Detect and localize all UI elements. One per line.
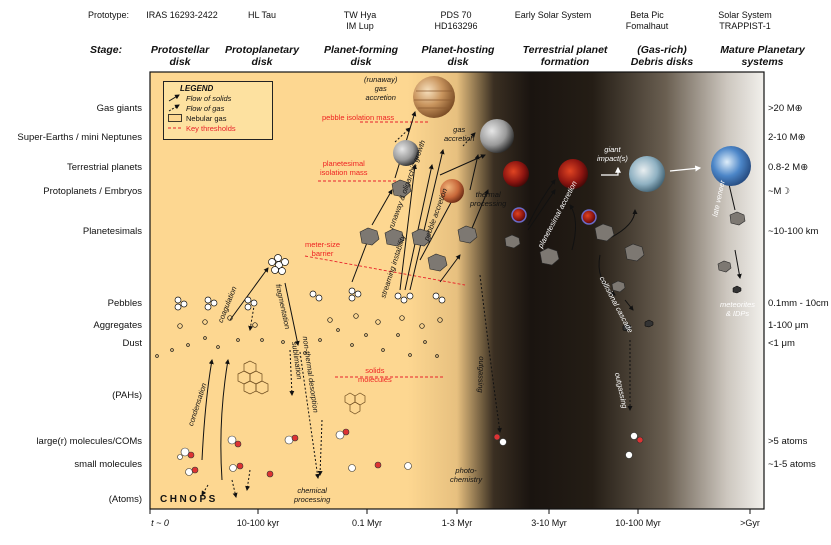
y-label-aggregates: Aggregates	[93, 320, 142, 331]
y-label-dust: Dust	[122, 338, 142, 349]
mini-neptune-planet	[480, 119, 514, 153]
stage-planet-forming: Planet-forming disk	[323, 44, 399, 68]
time-label-5: 10-100 Myr	[615, 518, 661, 528]
y-label-pebbles: Pebbles	[107, 298, 142, 309]
right-label-protoplanets: ~M☽	[768, 186, 790, 197]
molecules	[177, 428, 644, 478]
prototype-terrestrial: Early Solar System	[514, 10, 592, 20]
gas-accretion-label: gas accretion	[444, 125, 475, 143]
photochemistry-label: photo- chemistry	[450, 466, 483, 484]
chemical-processing-label: chemical processing	[294, 486, 331, 504]
legend-gas-label: Flow of gas	[186, 103, 225, 113]
atoms-chnops: CHNOPS	[160, 494, 218, 505]
pebble-isolation-label: pebble isolation mass	[322, 113, 395, 122]
y-label-small-molecules: small molecules	[74, 459, 142, 470]
y-label-terrestrial: Terrestrial planets	[67, 162, 142, 173]
thermal-processing-label: thermal processing	[470, 190, 507, 208]
outgassing-label-2: outgassing	[476, 356, 487, 393]
time-label-2: 0.1 Myr	[351, 518, 382, 528]
molten-protoplanet	[558, 159, 588, 189]
right-label-pebbles: 0.1mm - 10cm	[768, 298, 829, 309]
right-label-terrestrial: 0.8-2 M⊕	[768, 162, 809, 173]
prototype-label: Prototype:	[88, 10, 130, 20]
meter-size-barrier-line	[304, 255, 466, 286]
prototype-mature: Solar System TRAPPIST-1	[718, 10, 772, 31]
legend-item-gas: Flow of gas	[164, 103, 272, 113]
meter-size-label: meter-size barrier	[305, 240, 341, 258]
small-lava-embryo-1	[511, 207, 527, 223]
right-label-dust: <1 μm	[768, 338, 795, 349]
runaway-gas-accretion-label: (runaway) gas accretion	[364, 75, 398, 102]
stage-protoplanetary: Protoplanetary disk	[224, 44, 300, 68]
stage-mature: Mature Planetary systems	[720, 44, 805, 68]
stage-protostellar: Protostellar disk	[150, 44, 210, 68]
prototype-planet-forming: TW Hya IM Lup	[343, 10, 377, 31]
time-label-0: t ~ 0	[151, 518, 169, 528]
dust-grains	[155, 313, 443, 358]
solids-molecules-label: solids molecules	[358, 366, 392, 384]
y-label-large-molecules: large(r) molecules/COMs	[36, 436, 142, 447]
dashed-arrow-icon	[168, 104, 180, 112]
legend-item-solids: Flow of solids	[164, 93, 272, 103]
legend-title: LEGEND	[180, 84, 214, 93]
right-label-large-molecules: >5 atoms	[768, 436, 808, 447]
meteorites-label: meteorites & IDPs	[720, 300, 756, 318]
time-label-3: 1-3 Myr	[441, 518, 473, 528]
time-label-4: 3-10 Myr	[531, 518, 567, 528]
time-label-1: 10-100 kyr	[236, 518, 280, 528]
solid-arrow-icon	[168, 94, 180, 102]
y-label-planetesimals: Planetesimals	[82, 226, 142, 237]
super-earth-planet	[393, 140, 419, 166]
legend: LEGEND Flow of solids Flow of gas Nebula…	[163, 81, 273, 140]
right-label-aggregates: 1-100 μm	[768, 320, 809, 331]
legend-item-nebular: Nebular gas	[164, 113, 272, 123]
right-label-gas-giants: >20 M⊕	[768, 103, 803, 114]
small-lava-embryo-2	[581, 209, 597, 225]
legend-nebular-label: Nebular gas	[186, 113, 227, 123]
prototype-protostellar: IRAS 16293-2422	[146, 10, 218, 20]
y-label-gas-giants: Gas giants	[96, 103, 142, 114]
prototype-protoplanetary: HL Tau	[247, 10, 277, 20]
giant-impacts-label: giant impact(s)	[597, 145, 628, 163]
right-label-planetesimals: ~10-100 km	[768, 226, 819, 237]
y-label-super-earths: Super-Earths / mini Neptunes	[17, 132, 142, 143]
y-label-protoplanets: Protoplanets / Embryos	[43, 186, 142, 197]
y-label-atoms: (Atoms)	[108, 494, 142, 505]
nebular-gas-region	[149, 71, 765, 510]
y-label-pahs: (PAHs)	[112, 390, 142, 401]
pebbles	[174, 254, 446, 311]
stage-planet-hosting: Planet-hosting disk	[421, 44, 495, 68]
pah-molecules	[237, 360, 366, 415]
stage-label: Stage:	[90, 44, 123, 56]
stage-terrestrial: Terrestrial planet formation	[522, 44, 608, 68]
lava-planet	[503, 161, 529, 187]
planetesimal-isolation-label: planetesimal isolation mass	[320, 159, 368, 177]
legend-item-thresholds: Key thresholds	[164, 123, 272, 133]
prototype-debris: Beta Pic Fomalhaut	[625, 10, 669, 31]
nebular-swatch-icon	[168, 114, 182, 122]
right-label-super-earths: 2-10 M⊕	[768, 132, 806, 143]
legend-solids-label: Flow of solids	[186, 93, 232, 103]
planetesimals	[359, 179, 746, 293]
right-label-small-molecules: ~1-5 atoms	[768, 459, 816, 470]
threshold-line-icon	[168, 127, 182, 129]
proto-earth-planet	[629, 156, 665, 192]
legend-thresholds-label: Key thresholds	[186, 123, 236, 133]
gas-giant-planet	[413, 76, 455, 118]
time-label-6: >Gyr	[740, 518, 760, 528]
earth-planet	[711, 146, 751, 186]
stage-debris: (Gas-rich) Debris disks	[630, 44, 694, 68]
prototype-planet-hosting: PDS 70 HD163296	[434, 10, 478, 31]
mars-embryo	[440, 179, 464, 203]
